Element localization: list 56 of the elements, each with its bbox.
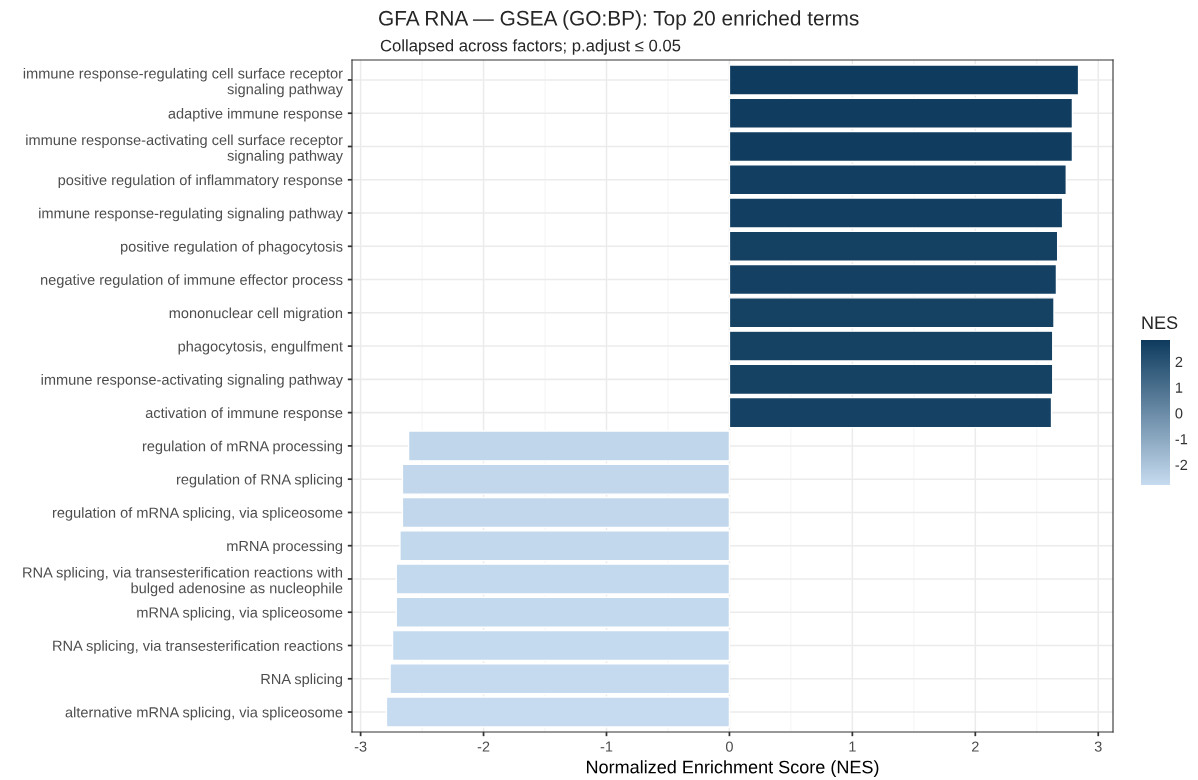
x-axis-title: Normalized Enrichment Score (NES) [586,760,879,777]
y-tick-label: RNA splicing, via transesterification reactions with bulged adenosine as nucleophile [23,566,343,597]
color-bar-label: -2 [1175,459,1188,470]
color-bar-label: 1 [1175,382,1183,393]
bar [728,130,1074,163]
x-tick-label: 0 [725,741,733,752]
y-tick-label: positive regulation of phagocytosis [120,241,343,255]
bar [728,97,1074,129]
y-tick-label: mononuclear cell migration [169,307,343,322]
x-tick-label: 2 [971,741,979,752]
color-bar-label: 2 [1175,356,1183,367]
y-tick-label: activation of immune response [145,407,343,421]
bar [728,164,1067,196]
bar [728,263,1058,296]
bar [399,530,731,562]
bar [401,463,731,495]
bar [728,363,1054,396]
y-tick-label: immune response-regulating cell surface receptor signaling pathway [23,67,343,98]
x-tick-label: -1 [600,741,613,752]
color-bar-title: NES [1142,316,1178,330]
color-bar-label: 0 [1175,408,1183,419]
x-tick-label: 1 [849,741,856,752]
y-tick-label: immune response-activating cell surface receptor signaling pathway [26,134,343,164]
y-tick-label: negative regulation of immune effector process [41,274,343,288]
chart-title: GFA RNA — GSEA (GO:BP): Top 20 enriched terms [379,10,859,30]
bar [728,330,1054,362]
bar [407,430,731,462]
y-tick-label: immune response-regulating signaling pathway [39,207,343,222]
bar [728,197,1064,229]
bar [728,230,1059,262]
y-tick-label: mRNA splicing, via spliceosome [137,606,343,621]
bar [391,629,731,662]
chart-subtitle: Collapsed across factors; p.adjust ≤ 0.05 [380,39,681,55]
x-tick-label: -3 [354,741,367,752]
x-tick-label: -2 [477,741,490,752]
y-tick-label: RNA splicing [261,673,343,688]
x-tick-label: 3 [1094,741,1102,752]
bar [385,696,731,728]
y-tick-label: positive regulation of inflammatory response [58,174,343,189]
bar [395,563,731,595]
y-tick-label: RNA splicing, via transesterification reactions [53,640,343,654]
y-tick-label: phagocytosis, engulfment [178,340,343,355]
y-tick-label: regulation of mRNA processing [142,440,343,455]
y-tick-label: mRNA processing [227,540,343,555]
y-tick-label: alternative mRNA splicing, via spliceosome [65,706,343,721]
y-tick-label: regulation of mRNA splicing, via spliceosome [52,507,343,521]
y-tick-label: adaptive immune response [168,107,343,122]
bar [395,596,731,628]
bar [728,297,1055,329]
bar [728,64,1080,96]
y-tick-label: regulation of RNA splicing [176,473,343,488]
color-bar-label: -1 [1175,434,1188,445]
bar [728,396,1053,429]
bar [401,496,731,529]
bar [389,663,731,695]
y-tick-label: immune response-activating signaling pathway [41,374,343,388]
